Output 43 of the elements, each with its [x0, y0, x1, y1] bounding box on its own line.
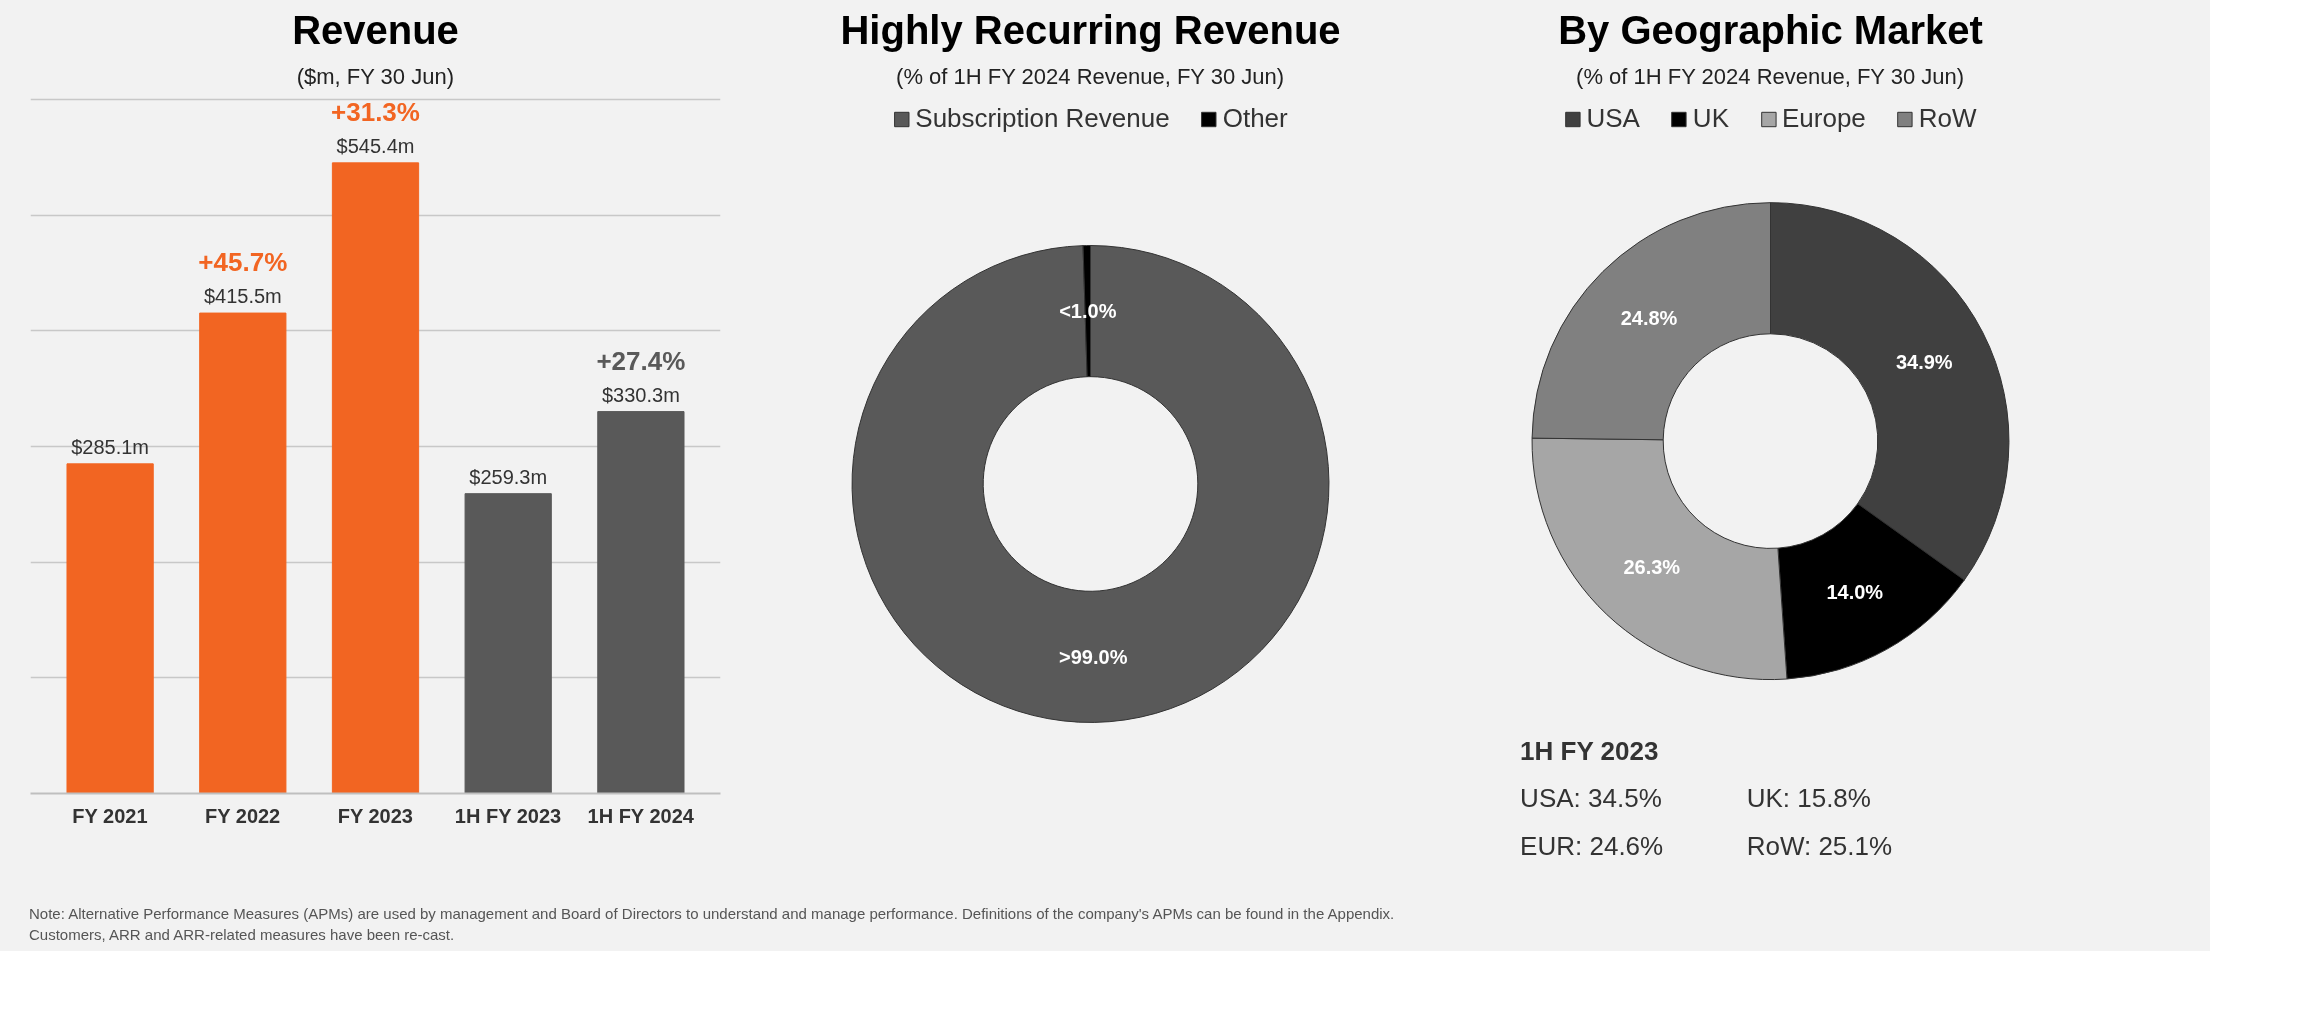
- data-label: 14.0%: [1826, 580, 1884, 603]
- annotation: +31.3%: [331, 96, 420, 127]
- data-label: 34.9%: [1895, 351, 1953, 374]
- x-tick-label: 1H FY 2023: [454, 804, 562, 827]
- text: Customers, ARR and ARR-related measures have been re-cast.: [29, 926, 455, 944]
- chart-title: Highly Recurring Revenue: [840, 7, 1341, 52]
- x-tick-label: FY 2023: [337, 804, 413, 827]
- data-label: $259.3m: [469, 465, 548, 488]
- x-tick-label: 1H FY 2024: [587, 804, 695, 827]
- bar: [66, 463, 154, 794]
- text: RoW: 25.1%: [1746, 830, 1893, 861]
- bar: [331, 162, 420, 794]
- legend-label: UK: [1692, 103, 1729, 134]
- text: EUR: 24.6%: [1520, 830, 1664, 861]
- bar: [464, 493, 552, 794]
- chart-subtitle: (% of 1H FY 2024 Revenue, FY 30 Jun): [896, 63, 1285, 89]
- data-label: $285.1m: [71, 435, 150, 458]
- text: UK: 15.8%: [1746, 783, 1871, 814]
- text: USA: 34.5%: [1520, 783, 1662, 814]
- data-label: 24.8%: [1620, 307, 1678, 330]
- annotation: +27.4%: [596, 345, 686, 376]
- data-label: >99.0%: [1059, 645, 1128, 668]
- bar: [199, 312, 287, 794]
- x-tick-label: FY 2021: [72, 804, 148, 827]
- legend-label: Subscription Revenue: [915, 103, 1170, 134]
- legend-label: Other: [1222, 103, 1288, 134]
- chart-title: Revenue: [292, 7, 459, 52]
- legend-label: USA: [1586, 103, 1640, 134]
- legend-label: RoW: [1918, 103, 1977, 134]
- chart-subtitle: (% of 1H FY 2024 Revenue, FY 30 Jun): [1576, 63, 1965, 89]
- data-label: $545.4m: [336, 134, 415, 157]
- text: 1H FY 2023: [1520, 735, 1659, 766]
- data-label: 26.3%: [1623, 555, 1681, 578]
- chart-title: By Geographic Market: [1558, 7, 1983, 52]
- bar: [597, 411, 685, 794]
- x-tick-label: FY 2022: [205, 804, 281, 827]
- data-label: $330.3m: [601, 383, 680, 406]
- chart-subtitle: ($m, FY 30 Jun): [296, 63, 454, 89]
- annotation: +45.7%: [198, 247, 288, 278]
- text: Note: Alternative Performance Measures (APMs) are used by management and Board of Directors to understand and manage performance. Definitions of the company's APMs can be found in the Appendix.: [29, 905, 1395, 922]
- legend-label: Europe: [1781, 103, 1866, 134]
- data-label: $415.5m: [203, 285, 282, 308]
- data-label: <1.0%: [1059, 300, 1117, 323]
